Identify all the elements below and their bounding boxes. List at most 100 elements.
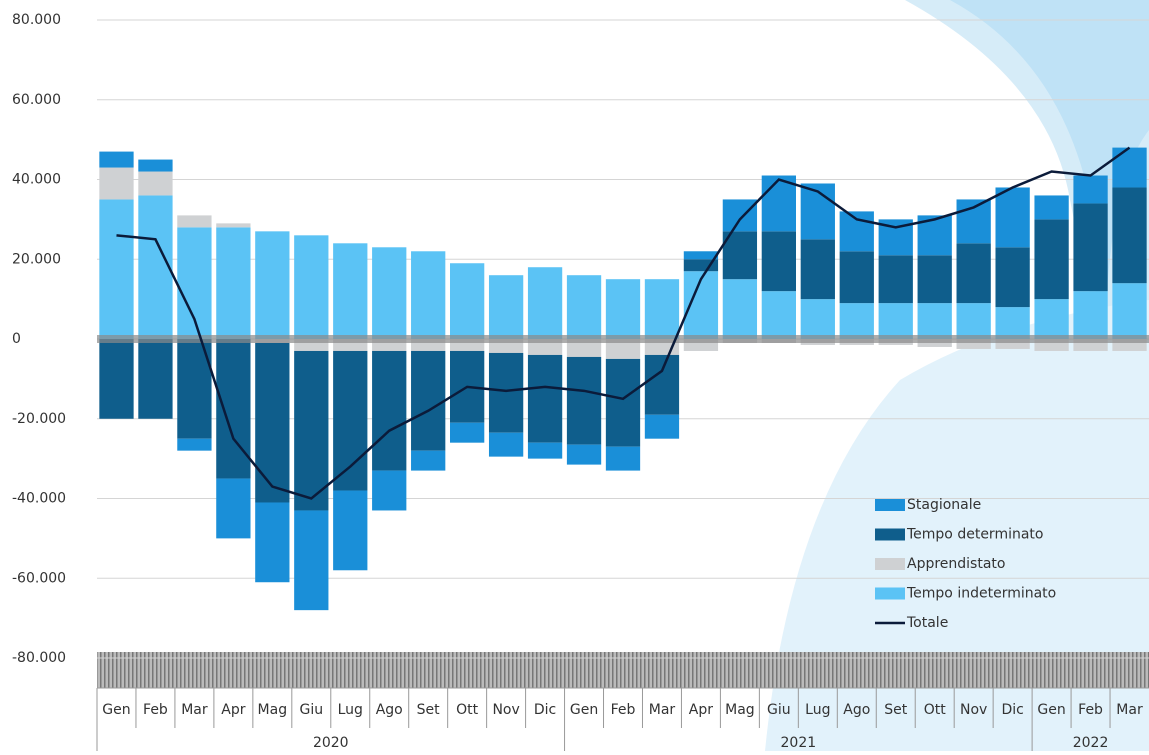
x-tick-label: Mag bbox=[258, 702, 288, 718]
bar bbox=[450, 339, 485, 351]
bar bbox=[216, 227, 251, 339]
bar bbox=[333, 350, 368, 491]
bar bbox=[450, 263, 485, 339]
bar bbox=[995, 247, 1030, 308]
legend-swatch bbox=[875, 528, 905, 541]
bar bbox=[683, 339, 719, 351]
y-tick-label: 20.000 bbox=[12, 251, 61, 267]
bar bbox=[372, 470, 407, 511]
bar bbox=[255, 342, 290, 503]
bar bbox=[605, 358, 641, 447]
year-label: 2020 bbox=[313, 735, 349, 751]
bar bbox=[450, 422, 485, 443]
x-tick-label: Giu bbox=[299, 702, 323, 718]
bar bbox=[333, 490, 368, 571]
y-tick-label: -60.000 bbox=[12, 570, 66, 586]
bar bbox=[566, 444, 602, 465]
bar bbox=[1034, 219, 1069, 300]
plot: 80.000 60.000 40.000 20.000 0 -20.000 -40.000 -… bbox=[12, 12, 1149, 751]
bar bbox=[99, 151, 134, 168]
bar bbox=[644, 414, 680, 439]
bar bbox=[956, 339, 991, 349]
legend-label: Tempo determinato bbox=[906, 527, 1043, 543]
x-tick-label: Set bbox=[417, 702, 441, 718]
x-tick-label: Mar bbox=[649, 702, 676, 718]
x-tick-label: Ago bbox=[376, 702, 403, 718]
bar bbox=[411, 251, 446, 339]
bar bbox=[1073, 175, 1108, 204]
bar bbox=[1034, 299, 1069, 339]
x-tick-label: Nov bbox=[492, 702, 519, 718]
y-tick-label: -40.000 bbox=[12, 491, 66, 507]
range-band bbox=[97, 652, 1149, 688]
bar bbox=[294, 510, 329, 611]
bar bbox=[566, 356, 602, 445]
x-tick-label: Mar bbox=[181, 702, 208, 718]
bar bbox=[956, 303, 991, 339]
legend-swatch bbox=[875, 499, 905, 511]
x-tick-label: Set bbox=[884, 702, 908, 718]
x-tick-label: Feb bbox=[143, 702, 168, 718]
legend-swatch bbox=[875, 587, 905, 600]
bar bbox=[917, 255, 952, 304]
bar bbox=[722, 279, 758, 339]
x-tick-label: Mar bbox=[1116, 702, 1143, 718]
legend-swatch bbox=[875, 558, 905, 570]
bar bbox=[527, 267, 563, 339]
line bbox=[116, 146, 1131, 500]
bar bbox=[1112, 283, 1147, 339]
x-tick-label: Ott bbox=[456, 702, 479, 718]
x-tick-label: Ott bbox=[924, 702, 947, 718]
bar bbox=[800, 299, 835, 339]
x-tick-label: Giu bbox=[767, 702, 791, 718]
bar bbox=[605, 279, 641, 339]
legend-label: Totale bbox=[906, 615, 948, 631]
year-label: 2022 bbox=[1073, 735, 1109, 751]
x-tick-label: Apr bbox=[221, 702, 245, 718]
bar bbox=[566, 275, 602, 339]
bar bbox=[294, 339, 329, 351]
legend-label: Apprendistato bbox=[907, 556, 1005, 572]
bar bbox=[411, 350, 446, 451]
bar bbox=[138, 195, 173, 339]
bar bbox=[839, 251, 874, 304]
legend-label: Stagionale bbox=[907, 497, 981, 513]
bar bbox=[644, 354, 680, 415]
bar bbox=[761, 291, 796, 339]
bar bbox=[722, 199, 758, 232]
bar bbox=[177, 438, 212, 451]
bar bbox=[216, 223, 251, 228]
y-tick-label: 80.000 bbox=[12, 12, 61, 28]
bar bbox=[138, 339, 173, 419]
bar bbox=[99, 339, 134, 419]
x-tick-label: Feb bbox=[611, 702, 636, 718]
bar bbox=[255, 231, 290, 339]
bar bbox=[138, 171, 173, 196]
bar bbox=[216, 478, 251, 539]
zero-band bbox=[97, 335, 1149, 343]
y-tick-label: -80.000 bbox=[12, 650, 66, 666]
x-tick-label: Gen bbox=[1037, 702, 1065, 718]
x-tick-label: Feb bbox=[1078, 702, 1103, 718]
bar bbox=[411, 450, 446, 471]
bar bbox=[605, 446, 641, 471]
bar bbox=[566, 339, 602, 357]
bar bbox=[372, 339, 407, 351]
bar bbox=[216, 339, 251, 479]
bar bbox=[839, 211, 874, 252]
bar bbox=[995, 307, 1030, 339]
bar bbox=[1073, 203, 1108, 292]
bar bbox=[1112, 339, 1147, 351]
x-tick-label: Ago bbox=[843, 702, 870, 718]
bar bbox=[1112, 187, 1147, 284]
bar bbox=[800, 239, 835, 300]
bar bbox=[138, 159, 173, 172]
bar bbox=[333, 243, 368, 339]
bar bbox=[761, 231, 796, 292]
legend-label: Tempo indeterminato bbox=[906, 586, 1056, 602]
bar bbox=[1112, 147, 1147, 188]
bar bbox=[527, 442, 563, 459]
bar bbox=[294, 350, 329, 511]
bar bbox=[683, 251, 719, 260]
